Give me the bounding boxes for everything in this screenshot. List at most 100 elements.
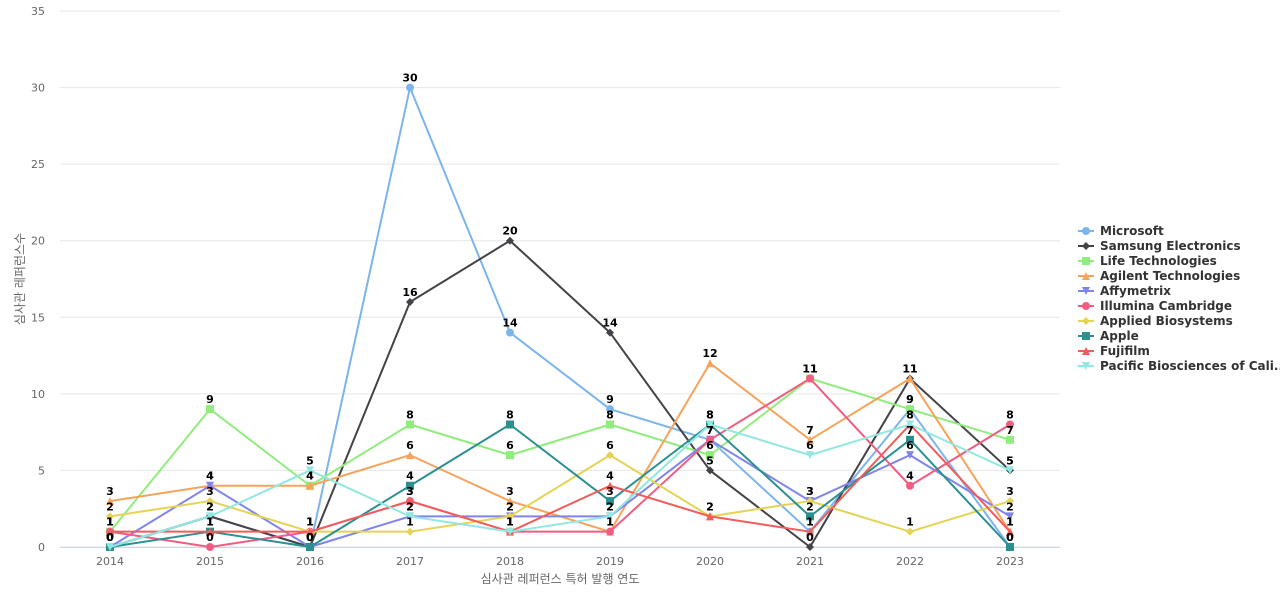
data-point (806, 374, 814, 383)
data-label: 1 (506, 516, 514, 529)
data-label: 2 (206, 500, 214, 513)
data-point (306, 466, 314, 475)
data-label: 6 (506, 439, 514, 452)
data-point (606, 527, 614, 536)
data-label: 1 (206, 516, 214, 529)
legend-item[interactable]: Microsoft (1078, 224, 1164, 238)
data-point (406, 512, 414, 521)
y-tick-label: 15 (31, 311, 45, 324)
data-label: 2 (506, 500, 514, 513)
x-tick-label: 2017 (396, 555, 424, 568)
data-label: 1 (106, 516, 114, 529)
legend-label: Agilent Technologies (1100, 269, 1240, 283)
data-label: 0 (106, 531, 114, 544)
data-label: 9 (206, 393, 214, 406)
data-point (806, 451, 814, 460)
legend-item[interactable]: Fujifilm (1078, 344, 1150, 358)
data-label: 4 (406, 470, 414, 483)
data-label: 8 (906, 408, 914, 421)
data-point (706, 451, 714, 460)
data-point (606, 512, 614, 521)
legend-item[interactable]: Life Technologies (1078, 254, 1217, 268)
data-label: 0 (306, 531, 314, 544)
data-label: 1 (1006, 516, 1014, 529)
data-label: 1 (1006, 516, 1014, 529)
legend-item[interactable]: Illumina Cambridge (1078, 299, 1232, 313)
x-tick-label: 2014 (96, 555, 124, 568)
data-label: 3 (506, 485, 514, 498)
legend-item[interactable]: Samsung Electronics (1078, 239, 1241, 253)
data-label: 11 (802, 363, 817, 376)
grid-lines (60, 10, 1060, 548)
legend-item[interactable]: Affymetrix (1078, 284, 1171, 298)
legend-label: Samsung Electronics (1100, 239, 1241, 253)
data-label: 1 (806, 516, 814, 529)
data-label: 1 (306, 516, 314, 529)
data-label: 3 (806, 485, 814, 498)
series-line (109, 423, 1011, 533)
x-tick-label: 2016 (296, 555, 324, 568)
data-label: 20 (502, 225, 518, 238)
data-point (306, 543, 314, 551)
legend-item[interactable]: Apple (1078, 329, 1139, 343)
y-tick-label: 20 (31, 235, 45, 248)
data-label: 8 (706, 408, 714, 421)
data-label: 2 (406, 500, 414, 513)
data-point (1006, 435, 1014, 444)
data-label: 8 (406, 408, 414, 421)
data-label: 2 (706, 500, 714, 513)
data-label: 0 (306, 531, 314, 544)
data-point (206, 512, 214, 521)
data-label: 2 (1006, 500, 1014, 513)
data-label: 12 (702, 347, 717, 360)
y-tick-label: 35 (31, 5, 45, 18)
x-tick-label: 2019 (596, 555, 624, 568)
data-label: 6 (706, 439, 714, 452)
data-point (306, 527, 314, 536)
legend-label: Illumina Cambridge (1100, 299, 1232, 313)
data-point (806, 512, 814, 521)
data-label: 5 (1006, 454, 1014, 467)
series-lines (106, 83, 1014, 551)
data-label: 8 (506, 408, 514, 421)
data-point (406, 83, 414, 92)
data-point (106, 543, 114, 551)
data-point (506, 497, 514, 506)
data-label: 0 (306, 531, 314, 544)
data-point (606, 420, 614, 429)
data-label: 3 (406, 485, 414, 498)
legend-item[interactable]: Applied Biosystems (1078, 314, 1233, 328)
data-label: 5 (306, 454, 314, 467)
data-label: 7 (706, 424, 714, 437)
data-point (606, 481, 614, 490)
data-point (1006, 527, 1014, 536)
data-label: 0 (106, 531, 114, 544)
data-label: 7 (806, 424, 814, 437)
data-label: 8 (706, 408, 714, 421)
legend-marker (1082, 272, 1090, 280)
legend-marker (1082, 347, 1090, 355)
data-label: 1 (206, 516, 214, 529)
legend-item[interactable]: Agilent Technologies (1078, 269, 1240, 283)
data-label: 4 (906, 470, 914, 483)
data-point (906, 481, 914, 490)
data-point (606, 328, 614, 337)
series-affymetrix (106, 435, 1014, 551)
data-point (906, 420, 914, 429)
series-fujifilm (106, 420, 1014, 536)
data-label: 1 (406, 516, 414, 529)
data-point (406, 481, 414, 490)
legend-label: Pacific Biosciences of Cali... (1100, 359, 1280, 373)
legend-label: Life Technologies (1100, 254, 1217, 268)
legend-marker (1082, 317, 1090, 325)
data-label: 8 (906, 408, 914, 421)
y-tick-label: 5 (38, 464, 45, 477)
data-point (1006, 512, 1014, 521)
x-axis-title: 심사관 레퍼런스 특허 발행 연도 (481, 571, 640, 586)
data-label: 0 (306, 531, 314, 544)
legend-item[interactable]: Pacific Biosciences of Cali... (1078, 359, 1280, 373)
data-point (606, 405, 614, 414)
data-label: 14 (602, 317, 618, 330)
